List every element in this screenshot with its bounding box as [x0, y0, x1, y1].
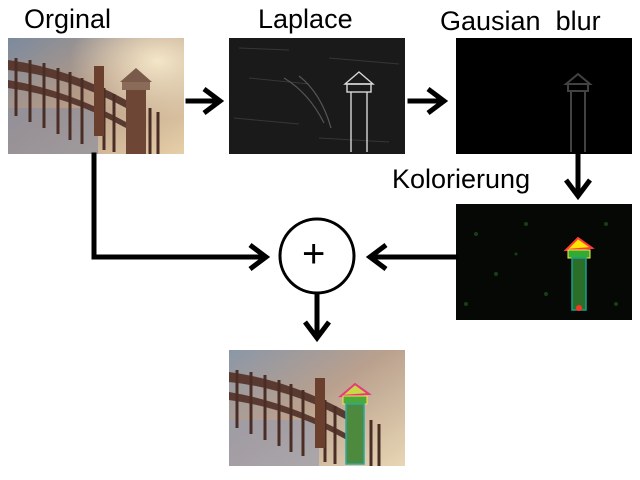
label-original: Orginal: [24, 6, 111, 33]
gaussian-blur-image: [456, 38, 632, 154]
result-image: [229, 350, 405, 466]
label-gaussian-blur: Gausian blur: [440, 8, 601, 35]
arrow-original-to-sum: [94, 155, 262, 257]
sum-operator-symbol: +: [302, 234, 325, 274]
original-image: [8, 38, 184, 154]
laplace-image: [229, 38, 405, 154]
colorized-image: [456, 204, 632, 320]
label-colorization: Kolorierung: [392, 166, 530, 193]
label-laplace: Laplace: [258, 6, 353, 33]
